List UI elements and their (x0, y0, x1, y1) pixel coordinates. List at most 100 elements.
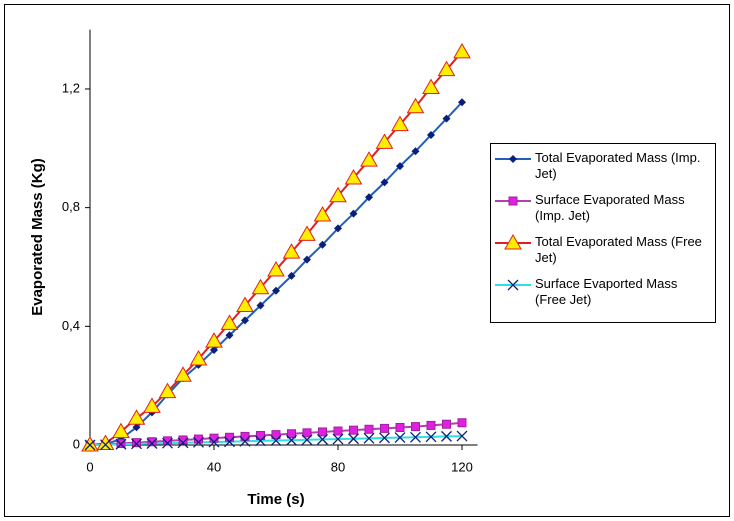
marker (426, 420, 436, 430)
x-tick-label: 40 (207, 459, 221, 474)
marker (344, 168, 363, 185)
marker (364, 424, 374, 434)
marker (127, 409, 146, 425)
marker (100, 439, 111, 451)
marker (442, 114, 451, 123)
marker (441, 430, 452, 442)
marker (162, 437, 173, 449)
marker (178, 435, 188, 445)
marker (391, 115, 409, 132)
y-tick-label: 1,2 (62, 80, 80, 95)
marker (272, 286, 280, 295)
marker (508, 196, 518, 206)
series-line (89, 51, 463, 446)
legend-entry: Total Evaporated Mass (Imp. Jet) (491, 150, 715, 192)
y-tick-label: 0,4 (62, 318, 80, 333)
marker (457, 418, 467, 428)
marker (208, 436, 220, 448)
marker (318, 427, 327, 437)
marker (380, 178, 389, 187)
legend: Total Evaporated Mass (Imp. Jet) Surface … (490, 143, 716, 323)
marker (210, 346, 218, 355)
marker (131, 438, 142, 450)
x-tick-label: 0 (86, 459, 93, 474)
marker (256, 431, 265, 441)
marker (255, 435, 266, 447)
marker (313, 206, 332, 222)
marker (177, 437, 189, 449)
marker (379, 432, 390, 444)
marker (360, 151, 378, 167)
marker (224, 436, 235, 448)
marker (225, 331, 234, 340)
marker (132, 438, 141, 448)
marker (132, 423, 141, 432)
marker (267, 260, 285, 277)
marker (394, 432, 406, 444)
marker (329, 186, 347, 203)
marker (270, 435, 282, 447)
marker (504, 234, 522, 250)
marker (158, 382, 177, 399)
legend-label: Surface Evaported Mass (Free Jet) (535, 276, 678, 307)
legend-entry: Total Evaporated Mass (Free Jet) (491, 234, 715, 276)
marker (427, 130, 435, 139)
marker (410, 431, 421, 443)
marker (456, 430, 468, 442)
y-tick-label: 0 (73, 436, 80, 451)
marker (411, 422, 420, 432)
marker (334, 224, 342, 233)
x-tick-label: 120 (451, 459, 473, 474)
marker (287, 429, 296, 439)
marker (251, 278, 270, 295)
marker (396, 162, 404, 171)
marker (282, 243, 301, 259)
marker (256, 301, 265, 310)
marker (318, 240, 327, 249)
marker (239, 435, 251, 447)
marker (406, 97, 425, 114)
legend-swatch (495, 279, 531, 291)
legend-entry: Surface Evaporated Mass (Imp. Jet) (491, 192, 715, 234)
marker (147, 437, 157, 447)
marker (271, 430, 281, 440)
marker (507, 279, 519, 291)
marker (411, 147, 420, 156)
marker (332, 433, 344, 445)
marker (146, 438, 158, 449)
marker (220, 314, 239, 330)
marker (302, 428, 312, 438)
legend-label: Surface Evaporated Mass (Imp. Jet) (535, 192, 685, 223)
marker (286, 434, 297, 446)
marker (317, 433, 328, 445)
marker (375, 133, 394, 149)
x-axis-title: Time (s) (247, 491, 304, 508)
marker (287, 271, 296, 280)
legend-swatch (495, 196, 531, 206)
marker (348, 433, 359, 445)
marker (365, 193, 373, 202)
marker (174, 366, 192, 382)
legend-label: Total Evaporated Mass (Imp. Jet) (535, 150, 701, 181)
marker (395, 422, 405, 432)
legend-entry: Surface Evaported Mass (Free Jet) (491, 276, 715, 318)
marker (225, 432, 234, 442)
marker (349, 209, 358, 218)
marker (143, 397, 161, 413)
marker (425, 431, 437, 443)
marker (112, 422, 130, 439)
marker (115, 438, 127, 450)
marker (205, 332, 223, 348)
x-tick-label: 80 (331, 459, 345, 474)
marker (453, 42, 471, 59)
marker (81, 435, 99, 452)
frame (4, 4, 730, 517)
marker (209, 433, 219, 443)
legend-swatch (495, 155, 531, 163)
marker (193, 436, 204, 448)
marker (241, 316, 249, 325)
marker (458, 98, 466, 107)
marker (163, 436, 172, 446)
y-tick-label: 0,8 (62, 199, 80, 214)
